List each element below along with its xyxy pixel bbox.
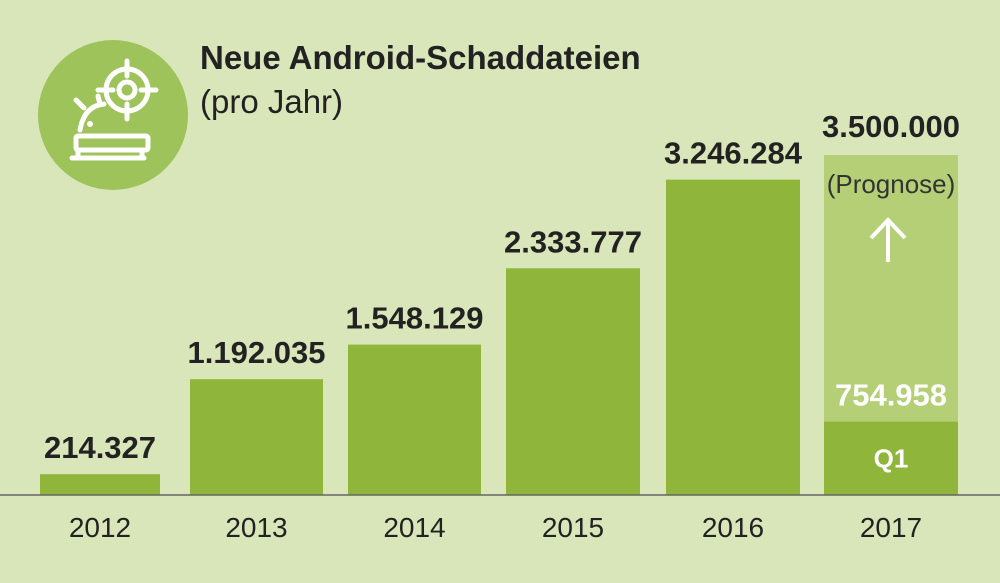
q1-label: Q1 [874,443,909,473]
bar-value-label-2015: 2.333.777 [504,224,642,259]
up-arrow-icon [869,217,907,240]
bar-2016 [666,179,800,495]
chart-title: Neue Android-Schaddateien [200,39,641,76]
x-tick-label-2014: 2014 [383,512,445,543]
bar-2015 [506,268,640,495]
bar-2014 [348,344,481,495]
x-tick-label-2015: 2015 [542,512,604,543]
bar-value-label-2017: 754.958 [835,378,947,413]
chart-title-block: Neue Android-Schaddateien (pro Jahr) [200,36,641,124]
chart-subtitle: (pro Jahr) [200,83,344,120]
forecast-note: (Prognose) [827,169,956,199]
x-tick-label-2012: 2012 [69,512,131,543]
bar-2013 [190,379,323,495]
android-target-icon-graphic [69,58,159,161]
bar-2017 [824,421,958,495]
bar-value-label-2016: 3.246.284 [664,136,803,171]
x-tick-label-2016: 2016 [702,512,764,543]
x-tick-label-2013: 2013 [225,512,287,543]
bar-value-label-2014: 1.548.129 [346,301,484,336]
bar-2012 [40,474,160,495]
bar-value-label-2012: 214.327 [44,430,156,465]
android-target-icon [38,40,188,190]
bar-value-label-2013: 1.192.035 [188,335,326,370]
x-tick-label-2017: 2017 [860,512,922,543]
forecast-value-label: 3.500.000 [822,109,960,144]
